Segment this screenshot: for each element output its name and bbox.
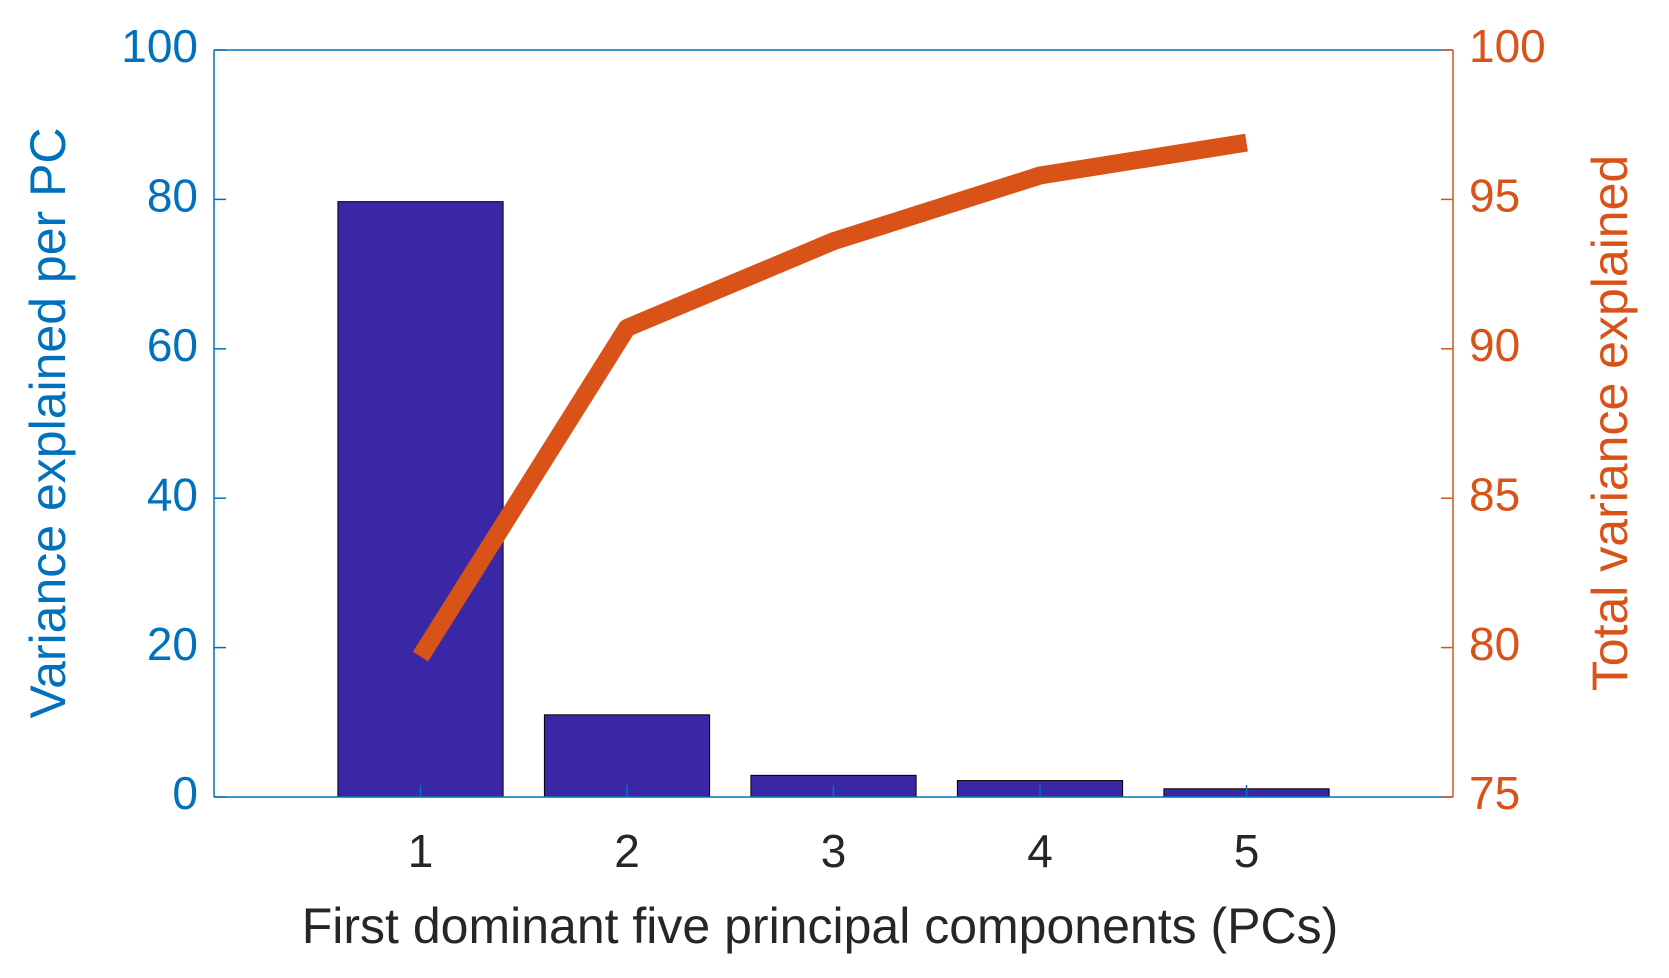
y-tick-label: 80 — [147, 170, 198, 222]
y-tick-label: 100 — [121, 20, 198, 72]
y-tick-label: 40 — [147, 468, 198, 520]
y2-tick-label: 95 — [1469, 170, 1520, 222]
y-tick-label: 0 — [172, 767, 198, 819]
x-axis-title: First dominant five principal components… — [302, 898, 1339, 954]
y2-tick-label: 85 — [1469, 468, 1520, 520]
bar — [543, 714, 711, 798]
y2-axis-title: Total variance explained — [1582, 155, 1638, 691]
x-tick-label: 1 — [408, 825, 434, 877]
y2-tick-label: 75 — [1469, 767, 1520, 819]
y2-tick-label: 80 — [1469, 618, 1520, 670]
y-tick-label: 60 — [147, 319, 198, 371]
y2-tick-label: 100 — [1469, 20, 1546, 72]
x-tick-label: 5 — [1234, 825, 1260, 877]
y2-tick-label: 90 — [1469, 319, 1520, 371]
x-tick-label: 4 — [1027, 825, 1053, 877]
x-tick-label: 2 — [614, 825, 640, 877]
bar — [337, 201, 504, 798]
y-axis-title: Variance explained per PC — [20, 127, 76, 718]
y-tick-label: 20 — [147, 618, 198, 670]
line — [412, 133, 1248, 662]
x-tick-label: 3 — [821, 825, 847, 877]
